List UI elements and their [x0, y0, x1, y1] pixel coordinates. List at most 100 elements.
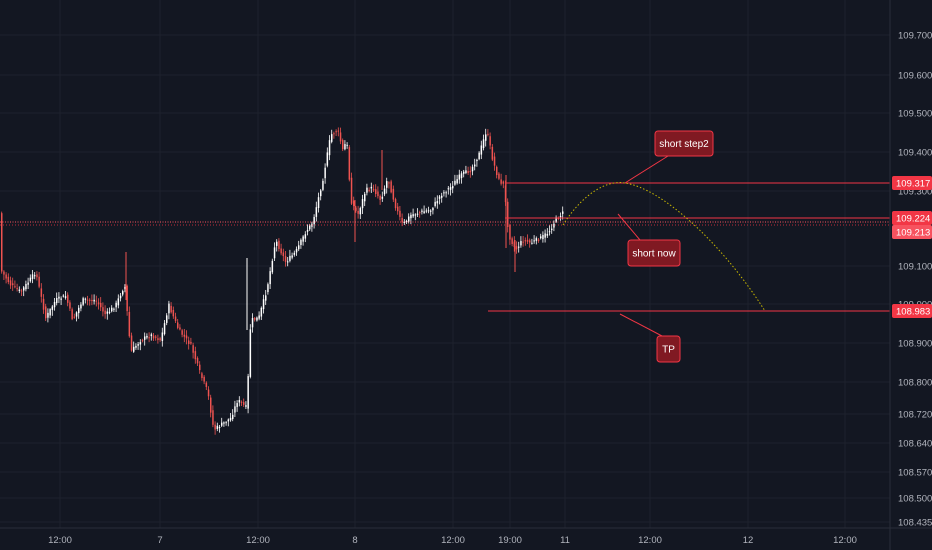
price-tag-label: 109.213 — [896, 228, 930, 239]
candle — [229, 413, 232, 422]
candle — [355, 205, 357, 213]
candle-body — [522, 241, 524, 243]
candle-body — [326, 152, 329, 166]
candle-body — [403, 221, 406, 223]
candle — [320, 188, 322, 201]
candle-body — [524, 240, 527, 242]
candle-body — [177, 322, 179, 328]
candle — [535, 236, 538, 245]
candle-body — [82, 298, 84, 305]
candle-body — [526, 239, 529, 242]
candle — [185, 330, 188, 345]
candle — [227, 418, 230, 427]
candle-body — [342, 140, 344, 150]
candle — [443, 190, 445, 197]
candle — [441, 192, 443, 203]
candle-body — [416, 213, 419, 215]
candle — [135, 343, 137, 350]
candle-body — [427, 210, 430, 212]
candle — [9, 276, 12, 289]
candle-body — [157, 338, 159, 340]
candle-body — [291, 255, 293, 258]
candle-body — [482, 139, 485, 149]
candle-body — [58, 296, 60, 299]
candle — [480, 140, 483, 160]
candle-body — [551, 228, 553, 231]
candle-body — [260, 307, 263, 317]
candle-body — [478, 152, 480, 160]
candle-body — [166, 315, 168, 323]
candle-body — [388, 182, 390, 184]
candle — [392, 185, 395, 202]
candle — [102, 302, 104, 317]
candle — [372, 184, 375, 193]
candle — [427, 206, 430, 214]
candle-body — [267, 284, 269, 293]
candle-body — [227, 419, 230, 422]
candle-body — [245, 405, 247, 407]
candle — [280, 243, 282, 256]
candle-body — [12, 283, 14, 286]
candle-body — [34, 275, 36, 277]
price-axis-tick: 109.600 — [898, 71, 932, 82]
candle — [117, 294, 120, 309]
candle — [555, 215, 557, 223]
candle-body — [544, 233, 546, 238]
candle — [128, 306, 131, 338]
candle-body — [73, 316, 76, 318]
candle — [379, 194, 381, 205]
candle — [56, 292, 58, 306]
price-axis-tick: 108.570 — [898, 468, 932, 479]
candle-body — [185, 335, 188, 339]
time-axis-tick: 12:00 — [246, 535, 270, 546]
candle — [40, 283, 43, 303]
candle — [313, 214, 315, 229]
price-axis[interactable]: 109.700 109.600 109.500 109.400 109.300 109.1… — [898, 31, 932, 529]
candle-body — [124, 287, 126, 289]
candle — [161, 327, 164, 347]
candle — [251, 313, 254, 333]
candle — [390, 179, 392, 194]
candle — [196, 356, 199, 366]
candle-body — [128, 311, 131, 337]
time-axis[interactable]: 12:00 7 12:00 8 12:00 19:00 11 12:00 12 12:00 — [48, 535, 857, 546]
candle — [194, 346, 197, 364]
price-tags: 109.317 109.224 109.213 108.983 — [892, 176, 932, 318]
candle — [298, 240, 300, 252]
candle — [69, 300, 71, 312]
candle — [346, 142, 348, 149]
candle-body — [18, 289, 21, 291]
candle — [353, 196, 355, 211]
candle — [509, 223, 511, 245]
candle-body — [359, 208, 362, 215]
candle-body — [20, 290, 23, 292]
candle — [53, 298, 56, 311]
candle-body — [262, 299, 265, 310]
candle — [533, 235, 535, 244]
candle — [232, 409, 234, 422]
candle-body — [410, 214, 412, 219]
candle — [436, 195, 439, 209]
candle — [89, 298, 91, 306]
candle — [45, 303, 47, 322]
candle-body — [251, 318, 254, 328]
candle-body — [546, 233, 549, 236]
candle-series — [1, 127, 564, 435]
candle-body — [337, 130, 340, 132]
candle — [212, 405, 214, 428]
candle-body — [320, 190, 322, 197]
callout-label: short step2 — [659, 139, 709, 150]
price-axis-tick: 109.500 — [898, 109, 932, 120]
candle — [133, 341, 135, 353]
candle-body — [234, 406, 236, 413]
candle — [489, 132, 491, 150]
candle-body — [273, 247, 276, 259]
candle-body — [84, 298, 87, 300]
candle — [339, 127, 342, 145]
candle-body — [119, 295, 122, 299]
candle — [447, 185, 450, 195]
candle — [377, 186, 379, 199]
candle-body — [205, 382, 208, 387]
candle-body — [364, 193, 366, 202]
